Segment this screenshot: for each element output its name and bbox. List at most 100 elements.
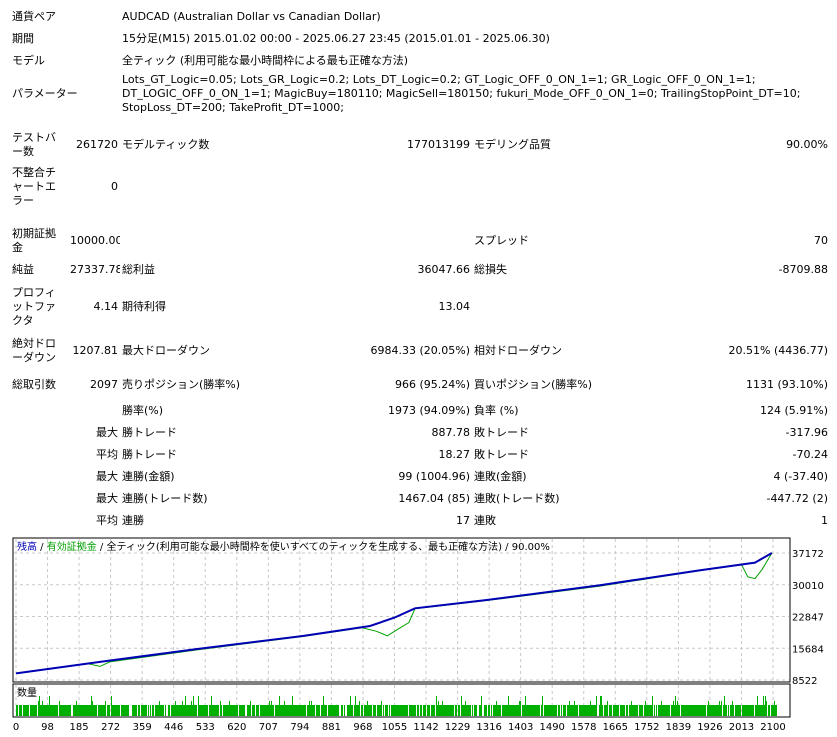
x-tick-label: 446	[164, 722, 183, 733]
balance-line	[15, 552, 773, 675]
volume-bar	[80, 705, 81, 716]
volume-bar	[153, 705, 154, 716]
volume-bar	[522, 705, 523, 716]
volume-bar	[596, 696, 597, 716]
volume-bar	[427, 705, 428, 716]
volume-bar	[62, 705, 63, 716]
volume-bar	[480, 705, 481, 716]
volume-bar	[341, 705, 342, 716]
volume-bar	[43, 705, 44, 716]
volume-bar	[82, 705, 83, 716]
volume-bar	[576, 705, 577, 716]
volume-bar	[290, 705, 291, 716]
volume-bar	[328, 705, 329, 716]
stat-row: 最大 連勝(金額) 99 (1004.96) 連敗(金額) 4 (-37.40)	[10, 466, 830, 488]
volume-bar	[444, 705, 445, 716]
volume-bar	[676, 705, 677, 716]
volume-bar	[733, 705, 734, 716]
volume-bar	[661, 701, 662, 716]
volume-bar	[725, 705, 726, 716]
volume-bar	[488, 705, 489, 716]
volume-bar	[136, 705, 137, 716]
volume-bar	[413, 705, 414, 716]
volume-bar	[469, 705, 470, 716]
volume-bar	[312, 705, 313, 716]
volume-bar	[758, 705, 759, 716]
volume-bar	[34, 705, 35, 716]
volume-bar	[614, 705, 615, 716]
volume-bar	[409, 705, 410, 716]
label: スプレッド	[474, 234, 529, 247]
volume-bar	[439, 705, 440, 716]
volume-bar	[375, 705, 376, 716]
volume-bar	[381, 701, 382, 716]
volume-bar	[609, 705, 610, 716]
volume-bar	[585, 705, 586, 716]
volume-bar	[536, 705, 537, 716]
row-prefix: 最大	[96, 492, 118, 505]
volume-bar	[692, 705, 693, 716]
x-tick-label: 533	[196, 722, 215, 733]
volume-bar	[455, 705, 456, 716]
volume-bar	[31, 705, 32, 716]
volume-bar	[571, 705, 572, 716]
volume-bar	[212, 705, 213, 716]
volume-bar	[589, 705, 590, 716]
volume-bar	[357, 705, 358, 716]
volume-bar	[592, 705, 593, 716]
volume-bar	[618, 705, 619, 716]
row-prefix: 最大	[96, 426, 118, 439]
volume-bar	[271, 701, 272, 716]
volume-bar	[73, 705, 74, 716]
volume-bar	[367, 701, 368, 716]
volume-bar	[88, 705, 89, 716]
volume-bar	[721, 701, 722, 716]
volume-bar	[142, 705, 143, 716]
volume-bar	[264, 705, 265, 716]
volume-bar	[697, 705, 698, 716]
volume-bar	[192, 705, 193, 716]
volume-bar	[525, 696, 526, 716]
value: 17	[456, 514, 470, 527]
volume-bar	[644, 705, 645, 716]
volume-bar	[242, 705, 243, 716]
volume-bar	[202, 705, 203, 716]
volume-bar	[555, 705, 556, 716]
volume-bar	[32, 705, 33, 716]
volume-bar	[226, 705, 227, 716]
volume-bar	[105, 701, 106, 716]
volume-bar	[702, 705, 703, 716]
volume-bar	[685, 705, 686, 716]
volume-bar	[21, 705, 22, 716]
label: 勝率(%)	[122, 404, 164, 417]
volume-bar	[183, 705, 184, 716]
separator: /	[97, 542, 107, 553]
x-tick-label: 620	[227, 722, 246, 733]
volume-bar	[666, 705, 667, 716]
volume-bar	[563, 705, 564, 716]
volume-bar	[526, 705, 527, 716]
volume-bar	[678, 705, 679, 716]
volume-bar	[397, 705, 398, 716]
value: 887.78	[431, 426, 471, 439]
x-tick-label: 185	[70, 722, 89, 733]
volume-bar	[595, 705, 596, 716]
row-prefix: 最大	[96, 470, 118, 483]
volume-bar	[462, 705, 463, 716]
value: 1973 (94.09%)	[387, 404, 470, 417]
volume-bar	[432, 705, 433, 716]
volume-bar	[293, 705, 294, 716]
volume-bar	[144, 705, 145, 716]
volume-bar	[16, 705, 17, 716]
volume-bar	[86, 705, 87, 716]
volume-bar	[118, 705, 119, 716]
volume-bar	[24, 705, 25, 716]
volume-bar	[720, 705, 721, 716]
volume-bar	[98, 705, 99, 716]
volume-bar	[712, 705, 713, 716]
volume-bar	[256, 705, 257, 716]
volume-bar	[331, 705, 332, 716]
volume-bar	[326, 705, 327, 716]
volume-bar	[694, 705, 695, 716]
volume-bar	[177, 705, 178, 716]
